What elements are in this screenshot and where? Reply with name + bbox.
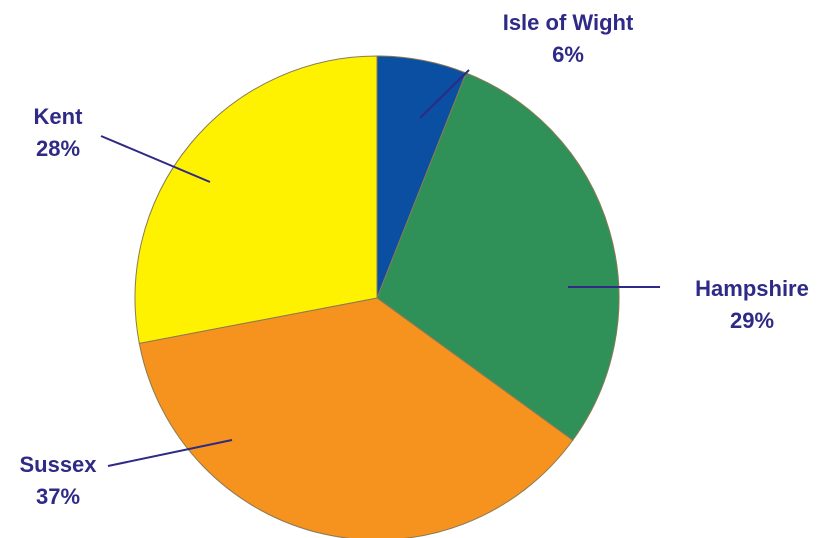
leader-line-sussex: [107, 439, 233, 467]
leader-line-kent: [100, 135, 211, 183]
pie-slice-hampshire: [376, 72, 620, 441]
slice-percent-kent: 28%: [36, 136, 80, 161]
slice-label-hampshire: Hampshire: [695, 276, 809, 301]
slice-label-kent: Kent: [34, 104, 84, 129]
slice-percent-sussex: 37%: [36, 484, 80, 509]
leader-lines: [100, 69, 660, 467]
slice-labels: Isle of Wight 6% Hampshire 29% Sussex 37% Kent…: [19, 10, 808, 509]
leader-line-isle-of-wight: [419, 69, 470, 119]
pie-slice-kent: [134, 55, 378, 344]
slice-percent-isle-of-wight: 6%: [552, 42, 584, 67]
slice-label-sussex: Sussex: [19, 452, 97, 477]
slice-label-isle-of-wight: Isle of Wight: [503, 10, 634, 35]
pie-slice-sussex: [138, 297, 574, 538]
pie-slices: [134, 55, 620, 538]
slice-percent-hampshire: 29%: [730, 308, 774, 333]
